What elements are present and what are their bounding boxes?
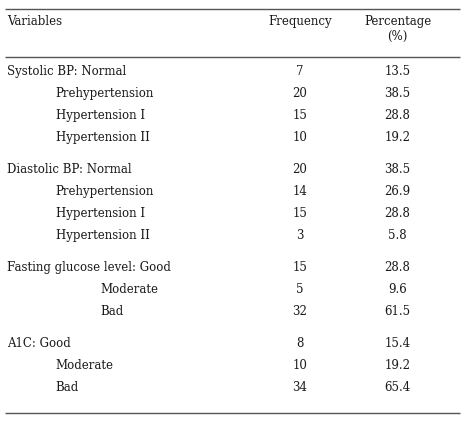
Text: Variables: Variables <box>7 15 62 28</box>
Text: Hypertension II: Hypertension II <box>56 131 150 144</box>
Text: 28.8: 28.8 <box>385 207 411 220</box>
Text: 20: 20 <box>292 163 307 176</box>
Text: 3: 3 <box>296 229 304 242</box>
Text: Diastolic BP: Normal: Diastolic BP: Normal <box>7 163 132 176</box>
Text: Hypertension I: Hypertension I <box>56 207 145 220</box>
Text: Bad: Bad <box>56 381 79 394</box>
Text: 15: 15 <box>292 207 307 220</box>
Text: Percentage
(%): Percentage (%) <box>364 15 431 43</box>
Text: Hypertension I: Hypertension I <box>56 109 145 122</box>
Text: A1C: Good: A1C: Good <box>7 337 71 350</box>
Text: Prehypertension: Prehypertension <box>56 87 154 100</box>
Text: 32: 32 <box>292 305 307 318</box>
Text: 10: 10 <box>292 131 307 144</box>
Text: 9.6: 9.6 <box>388 283 407 296</box>
Text: 7: 7 <box>296 65 304 78</box>
Text: 5: 5 <box>296 283 304 296</box>
Text: 14: 14 <box>292 185 307 198</box>
Text: 5.8: 5.8 <box>388 229 407 242</box>
Text: 19.2: 19.2 <box>385 131 411 144</box>
Text: 13.5: 13.5 <box>385 65 411 78</box>
Text: 15.4: 15.4 <box>385 337 411 350</box>
Text: Systolic BP: Normal: Systolic BP: Normal <box>7 65 126 78</box>
Text: 19.2: 19.2 <box>385 359 411 372</box>
Text: Hypertension II: Hypertension II <box>56 229 150 242</box>
Text: 8: 8 <box>296 337 304 350</box>
Text: Moderate: Moderate <box>100 283 158 296</box>
Text: 10: 10 <box>292 359 307 372</box>
Text: 38.5: 38.5 <box>385 87 411 100</box>
Text: 26.9: 26.9 <box>385 185 411 198</box>
Text: 20: 20 <box>292 87 307 100</box>
Text: 28.8: 28.8 <box>385 261 411 274</box>
Text: 38.5: 38.5 <box>385 163 411 176</box>
Text: 15: 15 <box>292 261 307 274</box>
Text: Prehypertension: Prehypertension <box>56 185 154 198</box>
Text: Fasting glucose level: Good: Fasting glucose level: Good <box>7 261 171 274</box>
Text: 28.8: 28.8 <box>385 109 411 122</box>
Text: 61.5: 61.5 <box>385 305 411 318</box>
Text: 15: 15 <box>292 109 307 122</box>
Text: 34: 34 <box>292 381 307 394</box>
Text: Frequency: Frequency <box>268 15 332 28</box>
Text: Moderate: Moderate <box>56 359 114 372</box>
Text: Bad: Bad <box>100 305 123 318</box>
Text: 65.4: 65.4 <box>385 381 411 394</box>
